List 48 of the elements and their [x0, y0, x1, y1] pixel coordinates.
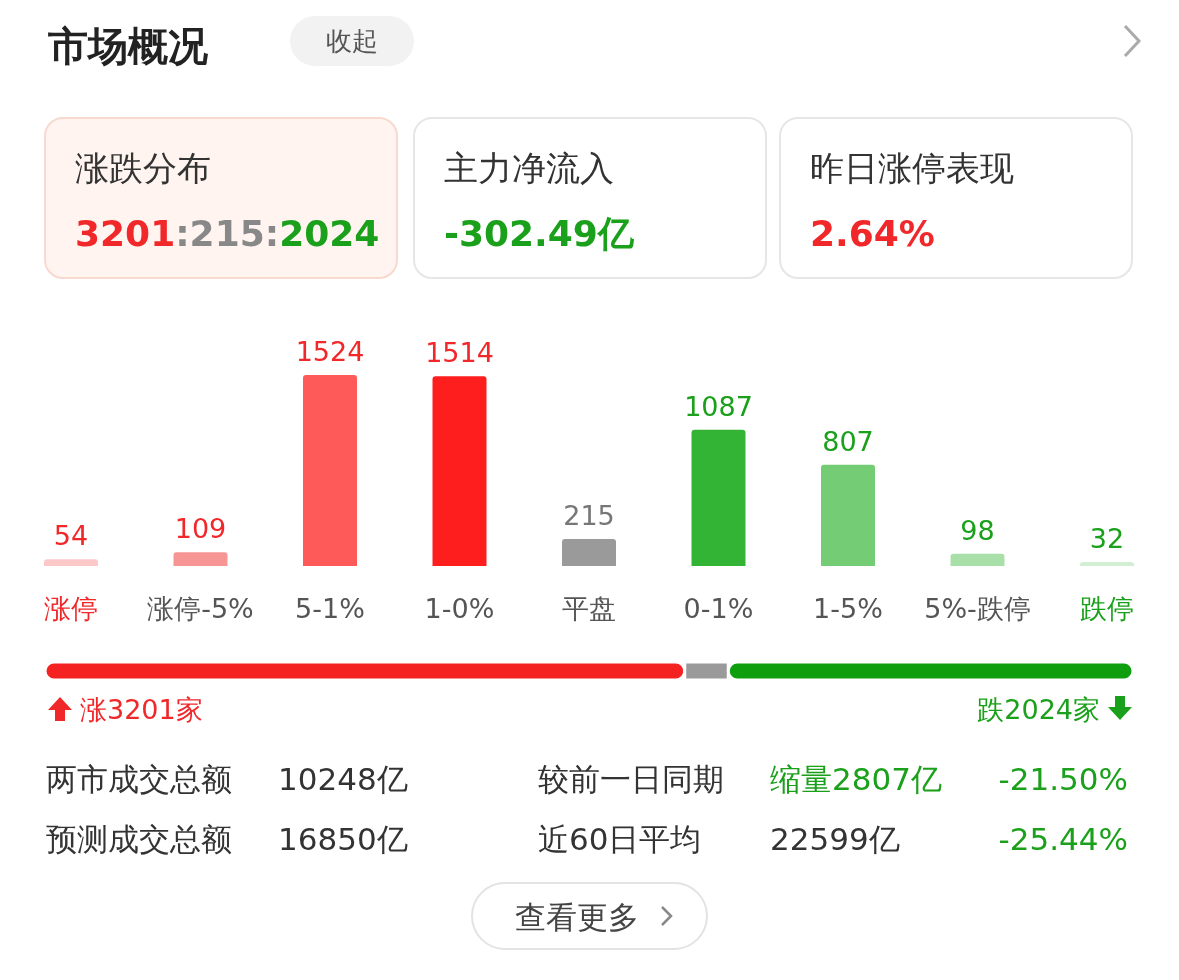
text: 预测成交总额 [46, 821, 232, 857]
x-tick-label: 跌停 [1080, 593, 1134, 624]
text: 涨跌分布 [75, 148, 211, 188]
text: 10248亿 [278, 761, 408, 797]
bar [44, 559, 98, 566]
text: 两市成交总额 [46, 761, 232, 797]
data-label: 1087 [684, 390, 753, 422]
data-label: 109 [174, 513, 227, 545]
text: 2.64% [810, 213, 935, 254]
text: 较前一日同期 [538, 761, 724, 797]
data-label: 1514 [425, 337, 494, 369]
data-label: 215 [563, 500, 615, 532]
text: 昨日涨停表现 [810, 148, 1014, 188]
data-label: 1524 [295, 336, 365, 367]
x-tick-label: 1-5% [813, 593, 883, 624]
bar [173, 552, 228, 566]
text: 16850亿 [278, 821, 408, 857]
bar [950, 553, 1005, 566]
text: 主力净流入 [444, 148, 614, 188]
text: 市场概况 [47, 23, 208, 69]
bar [562, 539, 616, 566]
x-tick-label: 5-1% [295, 593, 365, 624]
x-tick-label: 涨停 [44, 593, 98, 624]
text: 收起 [326, 26, 378, 56]
text: 3201:215:2024 [75, 213, 380, 254]
text: 缩量2807亿 [770, 761, 942, 797]
text: 涨3201家 [80, 694, 203, 725]
bar [691, 429, 746, 566]
bar [303, 375, 357, 566]
bar [1080, 561, 1134, 566]
text: -21.50% [998, 761, 1128, 797]
x-tick-label: 1-0% [424, 593, 495, 624]
text: -25.44% [998, 821, 1128, 857]
x-tick-label: 0-1% [683, 593, 754, 624]
data-label: 807 [822, 425, 874, 457]
text: 22599亿 [770, 821, 900, 857]
data-label: 54 [53, 520, 89, 552]
text: 查看更多 [515, 899, 639, 935]
text: 近60日平均 [538, 821, 702, 857]
bar [821, 464, 875, 566]
bar [432, 376, 487, 566]
x-tick-label: 平盘 [562, 593, 616, 624]
x-tick-label: 5%-跌停 [924, 593, 1031, 624]
text: -302.49亿 [444, 213, 635, 254]
text: 跌2024家 [977, 694, 1100, 725]
data-label: 32 [1089, 522, 1125, 554]
data-label: 98 [960, 514, 995, 546]
x-tick-label: 涨停-5% [147, 593, 254, 624]
